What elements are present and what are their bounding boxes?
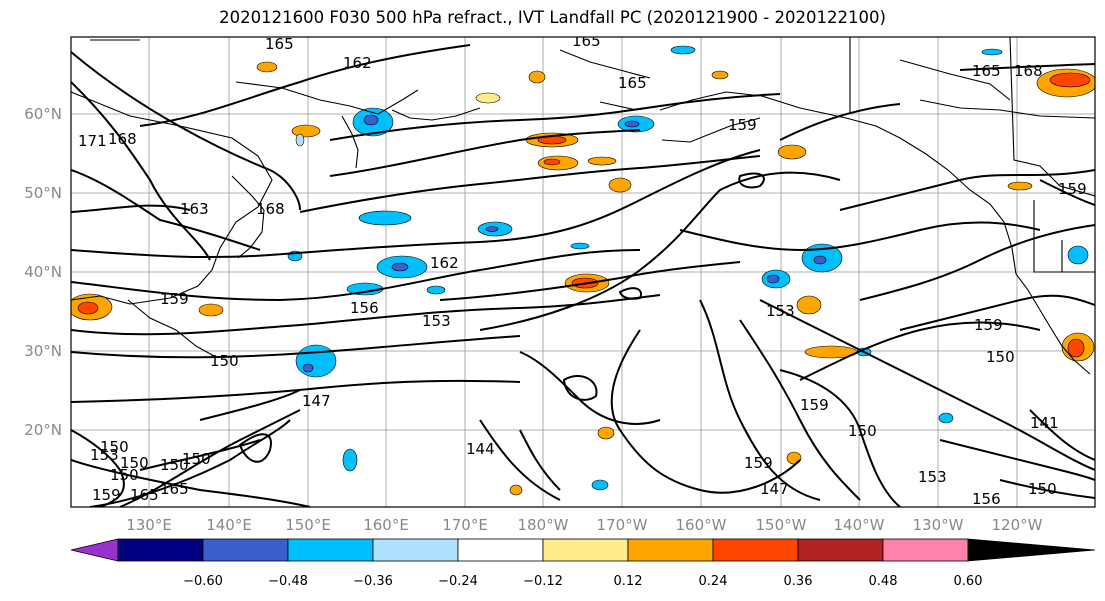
contour-label: 153 (918, 468, 947, 486)
contour-label: 159 (744, 454, 773, 472)
colorbar: −0.60 −0.48 −0.36 −0.24 −0.12 0.12 0.24 … (70, 538, 1096, 589)
lon-label: 150°W (756, 516, 807, 534)
contour-label: 147 (760, 480, 789, 498)
colorbar-tick-label: −0.24 (438, 574, 478, 589)
contour-label: 168 (108, 130, 137, 148)
contour-label: 159 (92, 486, 121, 504)
lon-label: 140°W (834, 516, 885, 534)
contour-label: 150 (986, 348, 1015, 366)
contour-label: 168 (1014, 62, 1043, 80)
lat-label: 60°N (24, 105, 62, 123)
contour-label: 150 (110, 466, 139, 484)
contour-label: 159 (160, 290, 189, 308)
contour-label: 162 (343, 54, 372, 72)
colorbar-tick-label: −0.60 (183, 574, 223, 589)
contour-label: 150 (120, 454, 149, 472)
refractivity-contours (71, 44, 1095, 507)
contour-label: 156 (972, 490, 1001, 508)
contour-label: 159 (728, 116, 757, 134)
lon-label: 150°E (285, 516, 331, 534)
colorbar-swatch (117, 538, 204, 562)
contour-label: 153 (422, 312, 451, 330)
lat-label: 20°N (24, 421, 62, 439)
contour-label: 144 (466, 440, 495, 458)
colorbar-swatch (542, 538, 629, 562)
longitude-labels: 130°E 140°E 150°E 160°E 170°E 180°W 170°… (126, 516, 1042, 534)
contour-label: 159 (800, 396, 829, 414)
lon-label: 160°E (363, 516, 409, 534)
colorbar-tick-label: −0.48 (268, 574, 308, 589)
contour-label: 171 (78, 132, 107, 150)
lon-label: 120°W (992, 516, 1043, 534)
lon-label: 170°E (442, 516, 488, 534)
colorbar-swatch (457, 538, 544, 562)
lat-label: 50°N (24, 184, 62, 202)
colorbar-swatch (372, 538, 459, 562)
contour-label-group: 165 162 165 165 159 165 168 168 171 163 … (78, 32, 1087, 508)
lon-label: 170°W (597, 516, 648, 534)
lon-label: 130°W (913, 516, 964, 534)
contour-label: 150 (210, 352, 239, 370)
colorbar-swatch (287, 538, 374, 562)
contour-label: 165 (572, 32, 601, 50)
lat-label: 40°N (24, 263, 62, 281)
contour-label: 150 (1028, 480, 1057, 498)
colorbar-tick-label: −0.12 (523, 574, 563, 589)
contour-label: 159 (1058, 180, 1087, 198)
colorbar-swatch (627, 538, 714, 562)
colorbar-tick-label: 0.36 (784, 574, 813, 589)
colorbar-swatch (202, 538, 289, 562)
colorbar-swatch (712, 538, 799, 562)
contour-label: 156 (350, 299, 379, 317)
contour-label: 165 (160, 480, 189, 498)
lat-label: 30°N (24, 342, 62, 360)
contour-label: 150 (160, 456, 189, 474)
contour-label: 163 (180, 200, 209, 218)
colorbar-tick-label: 0.48 (869, 574, 898, 589)
colorbar-tick-label: −0.36 (353, 574, 393, 589)
coastlines (71, 37, 1095, 375)
lon-label: 180°W (518, 516, 569, 534)
contour-label: 162 (430, 254, 459, 272)
colorbar-swatch (797, 538, 884, 562)
contour-label: 153 (90, 446, 119, 464)
contour-label: 150 (100, 438, 129, 456)
latitude-labels: 60°N 50°N 40°N 30°N 20°N (24, 105, 62, 439)
contour-label: 147 (302, 392, 331, 410)
colorbar-swatch (882, 538, 969, 562)
colorbar-swatch (70, 538, 119, 562)
lon-label: 140°E (206, 516, 252, 534)
colorbar-tick-label: 0.12 (614, 574, 643, 589)
map-border (70, 36, 1096, 508)
contour-label: 165 (265, 35, 294, 53)
contour-label: 165 (130, 486, 159, 504)
contour-label: 165 (972, 62, 1001, 80)
contour-label: 165 (618, 74, 647, 92)
colorbar-swatch (967, 538, 1096, 562)
contour-label: 153 (766, 302, 795, 320)
contour-label: 150 (848, 422, 877, 440)
colorbar-tick-label: 0.24 (699, 574, 728, 589)
contour-label: 159 (974, 316, 1003, 334)
map-title: 2020121600 F030 500 hPa refract., IVT La… (219, 8, 886, 27)
lon-label: 160°W (676, 516, 727, 534)
lon-label: 130°E (126, 516, 172, 534)
colorbar-tick-label: 0.60 (954, 574, 983, 589)
contour-label: 168 (256, 200, 285, 218)
contour-label: 141 (1030, 414, 1059, 432)
contour-label: 150 (182, 450, 211, 468)
